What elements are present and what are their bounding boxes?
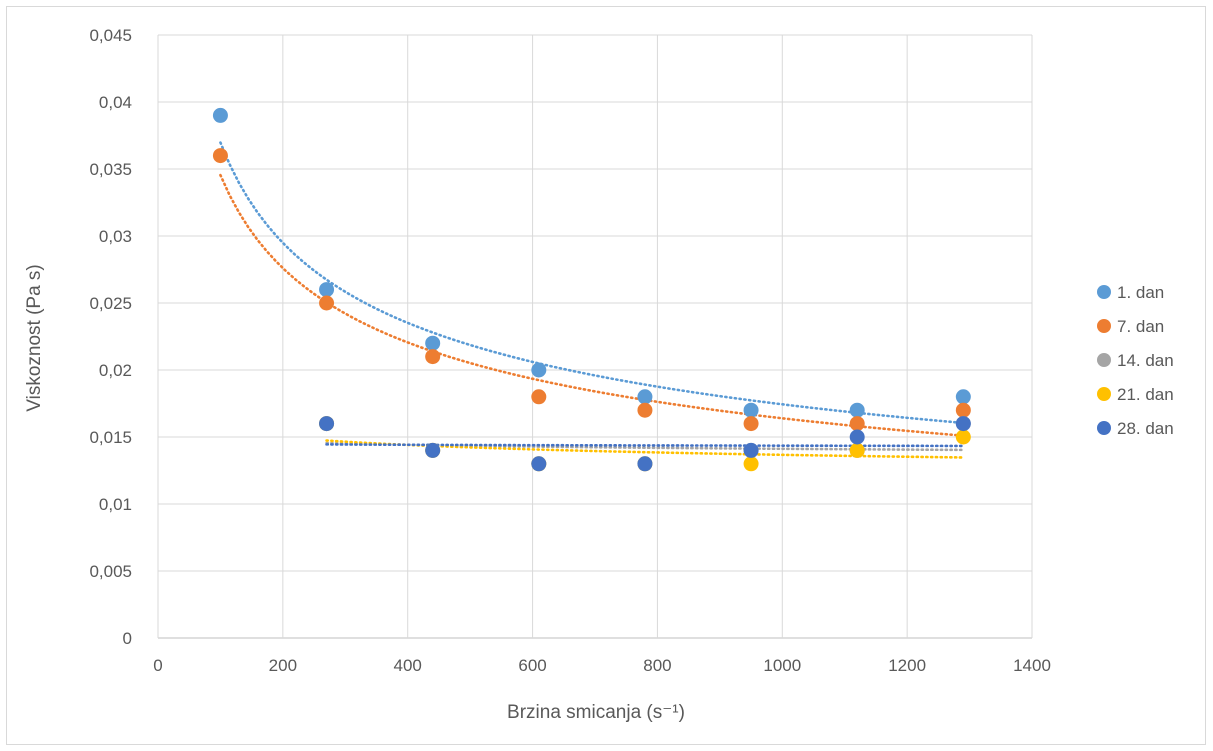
data-point <box>637 389 653 405</box>
data-point <box>637 402 653 418</box>
trendline <box>325 443 965 448</box>
y-tick-label: 0,005 <box>89 562 132 581</box>
data-point <box>743 402 759 418</box>
legend-label: 14. dan <box>1117 351 1174 370</box>
x-tick-label: 1400 <box>1013 656 1051 675</box>
data-point <box>955 389 971 405</box>
data-point <box>531 389 547 405</box>
y-tick-label: 0,03 <box>99 227 132 246</box>
legend-marker <box>1097 319 1111 333</box>
legend-marker <box>1097 421 1111 435</box>
legend: 1. dan 7. dan 14. dan 21. dan 28. dan <box>1097 283 1174 438</box>
legend-marker <box>1097 353 1111 367</box>
x-tick-label: 600 <box>518 656 546 675</box>
x-tick-label: 0 <box>153 656 162 675</box>
y-tick-label: 0,02 <box>99 361 132 380</box>
data-point <box>743 456 759 472</box>
data-point <box>955 402 971 418</box>
data-points <box>212 107 971 472</box>
x-tick-label: 400 <box>394 656 422 675</box>
data-point <box>743 416 759 432</box>
data-point <box>319 295 335 311</box>
grid <box>157 34 1033 639</box>
y-axis-title: Viskoznost (Pa s) <box>24 264 45 411</box>
legend-marker <box>1097 285 1111 299</box>
data-point <box>955 429 971 445</box>
x-tick-label: 800 <box>643 656 671 675</box>
x-tick-labels: 0 200 400 600 800 1000 1200 1400 <box>153 656 1051 675</box>
x-tick-label: 1200 <box>888 656 926 675</box>
y-tick-label: 0,045 <box>89 26 132 45</box>
data-point <box>425 335 441 351</box>
y-tick-label: 0,015 <box>89 428 132 447</box>
y-tick-label: 0,035 <box>89 160 132 179</box>
chart-frame <box>6 6 1206 745</box>
trendline <box>219 141 965 425</box>
data-point <box>212 148 228 164</box>
y-tick-labels: 0 0,005 0,01 0,015 0,02 0,025 0,03 0,035 0,04 0,0… <box>89 26 132 648</box>
y-tick-label: 0,025 <box>89 294 132 313</box>
data-point <box>212 107 228 123</box>
y-tick-label: 0 <box>123 629 132 648</box>
data-point <box>849 416 865 432</box>
data-point <box>637 456 653 472</box>
data-point <box>955 416 971 432</box>
data-point <box>531 362 547 378</box>
data-point <box>319 282 335 298</box>
legend-marker <box>1097 387 1111 401</box>
data-point <box>743 442 759 458</box>
trendline <box>219 173 965 437</box>
y-tick-label: 0,01 <box>99 495 132 514</box>
legend-label: 28. dan <box>1117 419 1174 438</box>
legend-label: 7. dan <box>1117 317 1164 336</box>
data-point <box>531 456 547 472</box>
x-tick-label: 1000 <box>763 656 801 675</box>
data-point <box>425 349 441 365</box>
x-axis-title: Brzina smicanja (s⁻¹) <box>507 702 685 723</box>
legend-label: 1. dan <box>1117 283 1164 302</box>
data-point <box>849 402 865 418</box>
x-tick-label: 200 <box>269 656 297 675</box>
legend-label: 21. dan <box>1117 385 1174 404</box>
data-point <box>319 416 335 432</box>
data-point <box>425 442 441 458</box>
data-point <box>849 442 865 458</box>
data-point <box>849 429 865 445</box>
y-tick-label: 0,04 <box>99 93 132 112</box>
